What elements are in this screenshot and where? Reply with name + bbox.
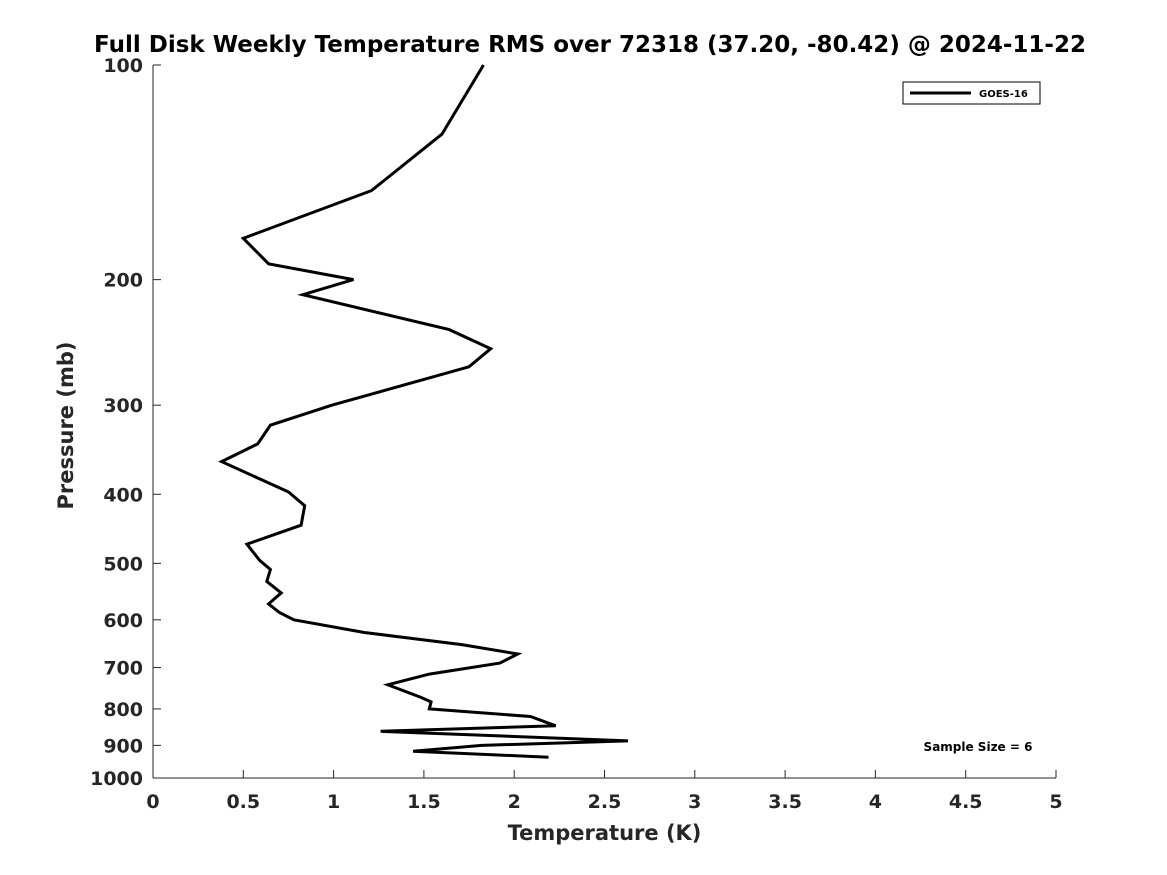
y-tick-label: 400: [103, 484, 143, 506]
y-tick-label: 1000: [90, 768, 143, 790]
sample-size-annotation: Sample Size = 6: [924, 740, 1033, 754]
x-tick-label: 4: [869, 791, 882, 813]
y-tick-label: 100: [103, 55, 143, 77]
x-tick-label: 4.5: [949, 791, 983, 813]
legend: GOES-16: [902, 81, 1041, 105]
y-axis-ticks: 100 200 300 400 500 600 700 800 900 1000: [90, 55, 161, 790]
chart-title: Full Disk Weekly Temperature RMS over 72…: [94, 32, 1086, 58]
y-tick-label: 900: [103, 735, 143, 757]
y-tick-label: 300: [103, 395, 143, 417]
legend-label-goes-16: GOES-16: [979, 89, 1028, 100]
y-tick-label: 200: [103, 270, 143, 292]
x-tick-label: 3: [688, 791, 701, 813]
legend-box: [902, 81, 1041, 105]
x-tick-label: 2: [508, 791, 521, 813]
x-tick-label: 0: [146, 791, 159, 813]
x-axis-label: Temperature (K): [508, 821, 702, 845]
y-tick-label: 700: [103, 658, 143, 680]
x-axis-ticks: 0 0.5 1 1.5 2 2.5 3 3.5 4 4.5 5: [146, 770, 1063, 813]
x-tick-label: 1.5: [407, 791, 441, 813]
x-tick-label: 0.5: [226, 791, 260, 813]
y-tick-label: 600: [103, 610, 143, 632]
y-axis-label: Pressure (mb): [54, 342, 78, 510]
y-tick-label: 800: [103, 699, 143, 721]
series-layer: [218, 64, 629, 759]
x-tick-label: 1: [327, 791, 340, 813]
y-tick-label: 500: [103, 553, 143, 575]
x-tick-label: 2.5: [588, 791, 622, 813]
x-tick-label: 3.5: [768, 791, 802, 813]
series-line-goes-16: [218, 64, 629, 759]
x-tick-label: 5: [1049, 791, 1062, 813]
